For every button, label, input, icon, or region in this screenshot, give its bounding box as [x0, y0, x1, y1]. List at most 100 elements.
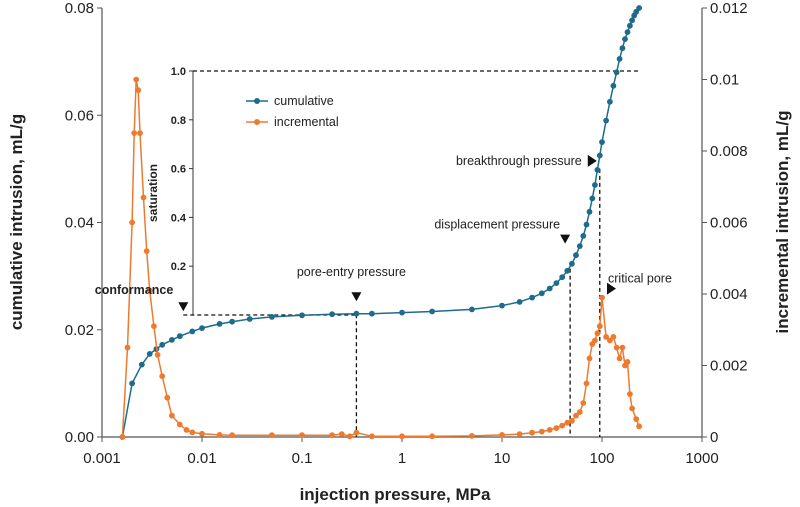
data-point-incremental — [636, 423, 642, 430]
data-point-incremental — [140, 194, 147, 201]
data-point-cumulative — [516, 299, 523, 305]
data-point-cumulative — [596, 152, 603, 159]
data-point-incremental — [329, 432, 335, 439]
x-axis-title: injection pressure, MPa — [300, 485, 491, 504]
data-point-incremental — [592, 337, 598, 344]
data-point-cumulative — [616, 56, 623, 62]
saturation-tick-label: 0.6 — [171, 164, 186, 176]
left-y-tick-label: 0.00 — [65, 429, 94, 446]
data-point-cumulative — [129, 380, 136, 387]
data-point-cumulative — [622, 36, 628, 42]
right-y-axis-title: incremental intrusion, mL/g — [773, 111, 792, 334]
data-point-cumulative — [538, 290, 545, 297]
data-point-incremental — [607, 337, 613, 344]
left-y-tick-label: 0.04 — [65, 215, 94, 232]
data-point-incremental — [569, 418, 575, 424]
series-line-cumulative — [121, 7, 640, 438]
right-y-tick-label: 0.006 — [710, 215, 748, 232]
data-point-incremental — [629, 405, 635, 412]
data-point-incremental — [176, 421, 183, 428]
data-point-incremental — [564, 419, 571, 426]
data-point-incremental — [586, 355, 593, 362]
data-point-incremental — [216, 432, 223, 438]
data-point-cumulative — [146, 351, 153, 357]
left-y-tick-label: 0.02 — [65, 322, 94, 339]
breakthrough-label: breakthrough pressure — [456, 154, 582, 168]
data-point-incremental — [399, 433, 405, 440]
annotation-guide-lines — [183, 70, 640, 437]
data-point-incremental — [164, 394, 171, 401]
legend: cumulative incremental — [246, 94, 339, 129]
data-point-incremental — [369, 433, 375, 440]
data-point-cumulative — [229, 318, 236, 325]
data-point-incremental — [559, 422, 566, 429]
data-point-incremental — [594, 330, 601, 337]
data-point-incremental — [353, 429, 360, 436]
data-point-cumulative — [603, 117, 609, 124]
data-point-incremental — [133, 76, 140, 83]
data-point-cumulative — [599, 139, 605, 146]
data-point-cumulative — [138, 361, 145, 368]
legend-label-incremental: incremental — [274, 115, 339, 129]
x-tick-label: 1 — [398, 450, 406, 467]
data-point-incremental — [143, 248, 150, 255]
data-point-cumulative — [429, 308, 435, 315]
critical-pore-label: critical pore — [608, 272, 672, 286]
saturation-axis-title: saturation — [146, 164, 160, 222]
data-point-cumulative — [583, 221, 590, 228]
data-point-cumulative — [269, 314, 275, 320]
data-point-incremental — [613, 344, 620, 351]
left-y-axis-title: cumulative intrusion, mL/g — [7, 114, 26, 330]
data-point-cumulative — [564, 267, 571, 274]
data-point-cumulative — [586, 208, 593, 215]
data-point-incremental — [633, 416, 640, 422]
data-point-incremental — [137, 130, 143, 137]
data-point-cumulative — [329, 311, 335, 318]
data-point-cumulative — [636, 5, 642, 11]
data-point-cumulative — [469, 306, 475, 313]
data-point-incremental — [124, 344, 131, 351]
data-point-cumulative — [353, 310, 360, 317]
data-point-cumulative — [246, 316, 253, 322]
x-tick-label: 0.1 — [292, 450, 313, 467]
data-point-cumulative — [627, 22, 633, 29]
data-point-cumulative — [589, 195, 596, 202]
saturation-tick-label: 0.4 — [171, 212, 187, 224]
data-point-cumulative — [619, 45, 626, 52]
data-point-incremental — [135, 87, 142, 94]
legend-marker-cumulative — [254, 98, 260, 104]
left-y-tick-label: 0.08 — [65, 0, 94, 17]
data-point-incremental — [616, 355, 623, 362]
critical-pore-marker — [607, 282, 616, 295]
pore-entry-marker — [351, 292, 362, 302]
data-point-cumulative — [546, 285, 553, 292]
data-point-cumulative — [369, 310, 375, 317]
data-point-cumulative — [613, 69, 620, 76]
conformance-label: conformance — [95, 283, 174, 297]
x-tick-label: 10 — [494, 450, 511, 467]
data-point-incremental — [553, 425, 560, 431]
right-y-tick-label: 0.008 — [710, 143, 748, 160]
data-point-cumulative — [569, 260, 575, 267]
data-point-incremental — [580, 400, 587, 406]
annotations: conformance pore-entry pressure displaceme… — [95, 154, 672, 312]
saturation-tick-label: 1.0 — [171, 66, 186, 78]
x-tick-label: 0.01 — [187, 450, 216, 467]
data-point-incremental — [627, 391, 633, 397]
data-point-incremental — [151, 323, 157, 330]
data-point-cumulative — [629, 17, 635, 24]
saturation-tick-label: 0.2 — [171, 261, 186, 273]
data-point-cumulative — [559, 274, 566, 281]
right-y-tick-label: 0.004 — [710, 286, 748, 303]
data-point-cumulative — [159, 341, 166, 348]
right-y-tick-label: 0.002 — [710, 358, 748, 375]
data-point-incremental — [573, 412, 579, 419]
data-point-incremental — [189, 429, 196, 436]
data-point-incremental — [529, 429, 535, 436]
data-point-cumulative — [399, 309, 405, 316]
data-point-incremental — [229, 432, 236, 439]
data-point-incremental — [499, 432, 505, 438]
data-point-cumulative — [553, 280, 560, 286]
data-point-incremental — [299, 432, 305, 439]
